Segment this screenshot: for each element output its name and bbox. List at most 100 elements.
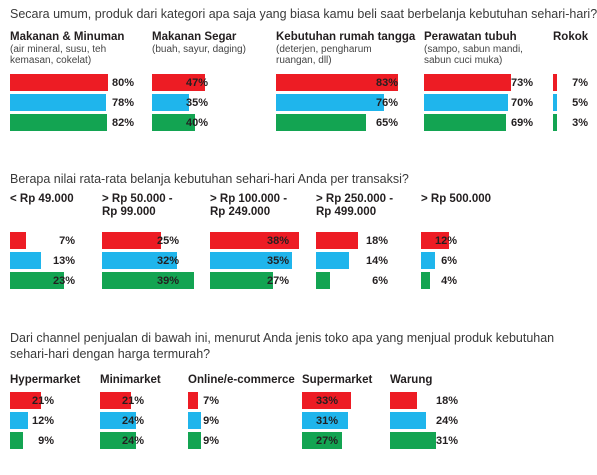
category-header-2-3: > Rp 100.000 - Rp 249.000	[210, 193, 287, 219]
category-title: Minimarket	[100, 374, 161, 386]
category-title-line: Rp 99.000	[102, 206, 156, 218]
category-title: Rokok	[553, 31, 589, 43]
category-header-1-3: Kebutuhan rumah tangga (deterjen, penghar…	[276, 31, 415, 66]
bar-red	[421, 232, 449, 249]
bar-green	[424, 114, 506, 131]
bar-blue	[276, 94, 384, 111]
bar-red	[10, 392, 41, 409]
data-label-blue: 12%	[31, 415, 54, 427]
data-label-red: 21%	[121, 395, 144, 407]
category-title: > Rp 500.000	[421, 193, 492, 205]
data-label-red: 47%	[185, 77, 208, 89]
bar-blue	[210, 252, 292, 269]
data-label-green: 23%	[52, 275, 75, 287]
bar-blue	[100, 412, 136, 429]
data-label-blue: 14%	[365, 255, 388, 267]
category-title: Warung	[390, 374, 433, 386]
data-label-green: 31%	[435, 435, 458, 447]
data-label-blue: 35%	[185, 97, 208, 109]
question-text-3: Dari channel penjualan di bawah ini, men…	[10, 331, 555, 361]
question-text-2: Berapa nilai rata-rata belanja kebutuhan…	[10, 172, 409, 186]
bar-red	[10, 74, 108, 91]
data-label-blue: 70%	[510, 97, 533, 109]
bar-green	[152, 114, 195, 131]
bar-blue	[10, 412, 28, 429]
bar-red	[102, 232, 161, 249]
bar-red	[302, 392, 351, 409]
bar-green	[302, 432, 342, 449]
data-label-red: 73%	[510, 77, 533, 89]
bar-green	[188, 432, 201, 449]
category-title: Kebutuhan rumah tangga	[276, 31, 416, 43]
bar-blue	[10, 252, 41, 269]
category-subtitle: (sampo, sabun mandi,	[424, 44, 523, 55]
bar-blue	[390, 412, 426, 429]
category-title: Makanan & Minuman	[10, 31, 125, 43]
data-label-green: 9%	[203, 435, 219, 447]
bar-green	[390, 432, 436, 449]
bar-green	[210, 272, 273, 289]
category-title: Hypermarket	[10, 374, 81, 386]
category-title: Perawatan tubuh	[424, 31, 517, 43]
data-label-blue: 6%	[441, 255, 457, 267]
data-label-red: 83%	[375, 77, 398, 89]
data-label-green: 82%	[111, 117, 134, 129]
data-label-red: 7%	[572, 77, 588, 89]
bar-green	[10, 432, 23, 449]
category-header-1-5: Rokok	[553, 31, 588, 44]
category-header-1-4: Perawatan tubuh (sampo, sabun mandi, sabun…	[424, 31, 523, 66]
category-subtitle: (buah, sayur, daging)	[152, 44, 246, 55]
bar-blue	[188, 412, 201, 429]
data-label-green: 3%	[572, 117, 588, 129]
data-label-blue: 5%	[572, 97, 588, 109]
category-header-3-5: Warung	[390, 374, 432, 387]
bar-red	[390, 392, 417, 409]
bar-green	[276, 114, 366, 131]
bar-red	[316, 232, 358, 249]
bar-blue	[302, 412, 348, 429]
data-label-blue: 24%	[435, 415, 458, 427]
category-title: Supermarket	[302, 374, 373, 386]
data-label-blue: 78%	[111, 97, 134, 109]
data-label-red: 38%	[266, 235, 289, 247]
data-label-blue: 24%	[121, 415, 144, 427]
data-label-red: 18%	[435, 395, 458, 407]
bar-blue	[421, 252, 435, 269]
category-subtitle: (deterjen, pengharum	[276, 44, 372, 55]
category-subtitle: ruangan, dll)	[276, 55, 332, 66]
data-label-green: 4%	[441, 275, 457, 287]
data-label-red: 33%	[315, 395, 338, 407]
category-title-line: Rp 499.000	[316, 206, 377, 218]
category-title: > Rp 100.000 -	[210, 193, 288, 205]
data-label-red: 21%	[31, 395, 54, 407]
data-label-red: 18%	[365, 235, 388, 247]
bar-green	[100, 432, 136, 449]
data-label-red: 7%	[203, 395, 219, 407]
bar-green	[102, 272, 194, 289]
data-label-blue: 13%	[52, 255, 75, 267]
category-header-3-2: Minimarket	[100, 374, 161, 387]
category-title: > Rp 250.000 -	[316, 193, 394, 205]
category-subtitle: (air mineral, susu, teh	[10, 44, 107, 55]
data-label-green: 9%	[38, 435, 54, 447]
data-label-red: 12%	[434, 235, 457, 247]
data-label-blue: 32%	[156, 255, 179, 267]
bar-red	[152, 74, 205, 91]
category-title-line: Rp 249.000	[210, 206, 271, 218]
bar-blue	[102, 252, 177, 269]
data-label-blue: 9%	[203, 415, 219, 427]
category-header-3-1: Hypermarket	[10, 374, 80, 387]
category-header-3-3: Online/e-commerce	[188, 374, 295, 387]
category-header-1-2: Makanan Segar (buah, sayur, daging)	[152, 31, 246, 55]
data-label-green: 40%	[185, 117, 208, 129]
bar-red	[10, 232, 26, 249]
category-title: < Rp 49.000	[10, 193, 74, 205]
data-label-green: 27%	[266, 275, 289, 287]
bar-red	[100, 392, 131, 409]
bar-green	[553, 114, 557, 131]
question-text-1: Secara umum, produk dari kategori apa sa…	[10, 7, 597, 21]
data-label-green: 69%	[510, 117, 533, 129]
bar-red	[276, 74, 398, 91]
bar-blue	[10, 94, 106, 111]
category-header-2-5: > Rp 500.000	[421, 193, 491, 206]
